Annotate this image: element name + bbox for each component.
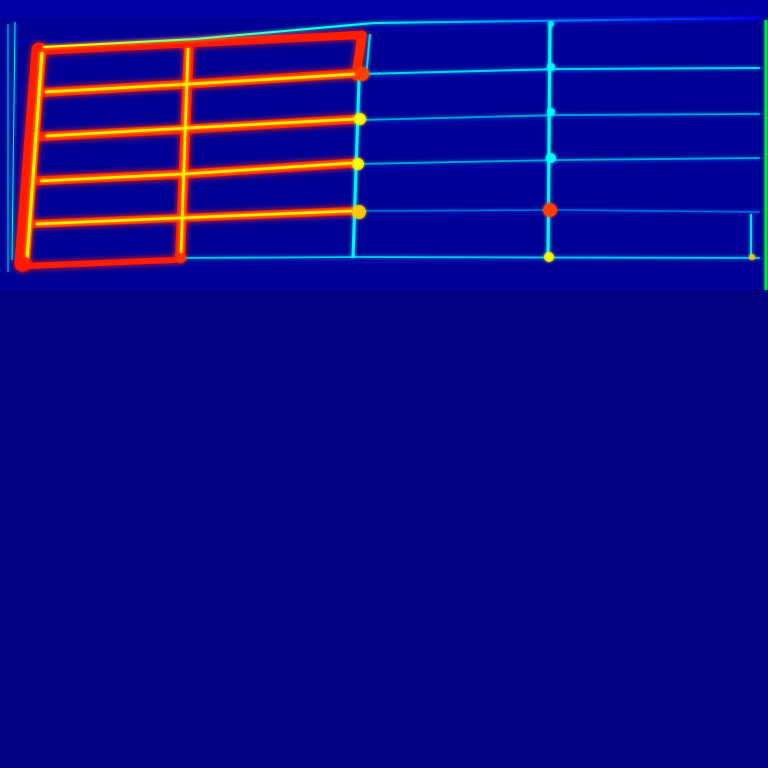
heatmap-cyan-lines (42, 17, 768, 290)
heatmap-hotspots (17, 21, 755, 271)
heatmap-yellow-highlights (7, 21, 357, 272)
